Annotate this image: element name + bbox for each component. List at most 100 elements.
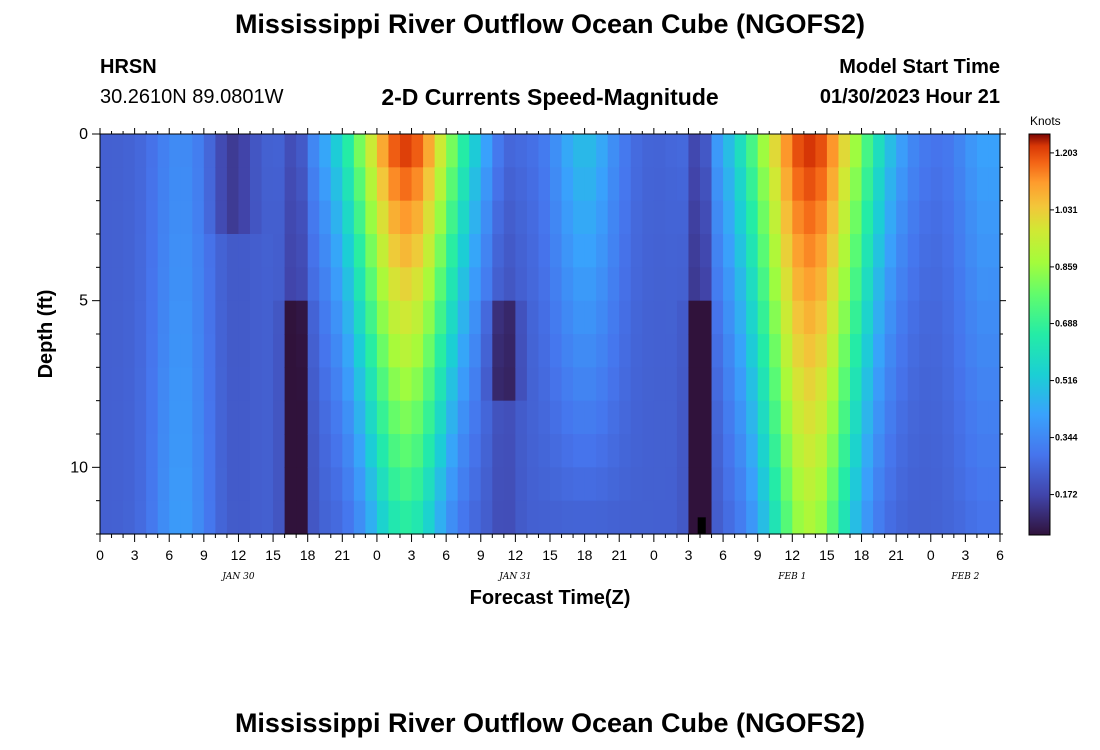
heatmap-cell [697,517,706,534]
heatmap-cell [203,234,216,268]
heatmap-cell [342,134,355,168]
heatmap-cell [238,300,251,335]
heatmap-cell [203,367,216,402]
heatmap-cell [469,400,482,435]
heatmap-cell [919,300,932,335]
heatmap-cell [780,300,793,335]
heatmap-cell [284,500,297,535]
heatmap-cell [907,400,920,435]
heatmap-cell [123,367,136,402]
heatmap-cell [457,400,470,435]
heatmap-cell [550,467,563,502]
heatmap-cell [688,134,701,168]
heatmap-cell [630,234,643,268]
heatmap-cell [734,134,747,168]
heatmap-cell [746,467,759,502]
heatmap-cell [861,234,874,268]
heatmap-cell [700,234,713,268]
heatmap-cell [873,167,886,202]
heatmap-cell [538,200,551,235]
heatmap-cell [446,300,459,335]
heatmap-cell [550,400,563,435]
heatmap-cell [134,367,147,402]
heatmap-cell [226,300,240,335]
heatmap-cell [100,500,113,535]
heatmap-cell [988,400,1001,435]
heatmap-cell [803,434,816,468]
heatmap-cell [538,167,551,202]
heatmap-cell [157,400,170,435]
heatmap-cell [769,300,782,335]
heatmap-cell [388,267,401,302]
heatmap-cell [607,367,620,402]
heatmap-cell [480,434,493,468]
heatmap-cell [250,334,263,368]
heatmap-cell [376,300,390,335]
heatmap-cell [376,334,390,368]
heatmap-cell [930,234,943,268]
heatmap-cell [988,134,1001,168]
heatmap-cell [700,434,713,468]
heatmap-cell [711,200,724,235]
heatmap-cell [780,400,793,435]
heatmap-cell [607,467,620,502]
heatmap-cell [850,467,863,502]
heatmap-cell [273,134,286,168]
heatmap-cell [296,500,309,535]
heatmap-cell [630,434,643,468]
heatmap-cell [400,367,413,402]
heatmap-cell [803,334,816,368]
heatmap-cell [538,500,551,535]
heatmap-cell [746,500,759,535]
heatmap-cell [919,234,932,268]
heatmap-cell [100,200,113,235]
heatmap-cell [388,400,401,435]
heatmap-cell [965,167,978,202]
heatmap-cell [619,167,632,202]
heatmap-cell [192,500,205,535]
heatmap-cell [780,200,793,235]
heatmap-cell [607,134,620,168]
heatmap-cell [226,367,240,402]
heatmap-cell [561,500,574,535]
heatmap-cell [896,400,909,435]
heatmap-cell [250,500,263,535]
heatmap-cell [134,434,147,468]
heatmap-cell [215,134,228,168]
heatmap-cell [238,434,251,468]
heatmap-cell [596,234,609,268]
heatmap-cell [469,367,482,402]
y-tick-label: 10 [70,459,88,476]
heatmap-cell [273,467,286,502]
heatmap-cell [215,334,228,368]
heatmap-cell [238,334,251,368]
colorbar-tick-label: 0.344 [1055,433,1078,443]
heatmap-cell [711,234,724,268]
heatmap-cell [215,300,228,335]
heatmap-cell [515,467,528,502]
heatmap-cell [192,367,205,402]
heatmap-cell [757,467,770,502]
heatmap-cell [826,467,840,502]
heatmap-cell [469,334,482,368]
heatmap-cell [365,400,378,435]
heatmap-cell [503,300,516,335]
heatmap-cell [607,267,620,302]
heatmap-cell [469,300,482,335]
heatmap-cell [826,267,840,302]
heatmap-cell [169,400,182,435]
heatmap-cell [734,234,747,268]
heatmap-cell [896,334,909,368]
heatmap-cell [423,234,436,268]
heatmap-cell [365,467,378,502]
heatmap-cell [400,167,413,202]
heatmap-cell [965,334,978,368]
heatmap-cell [319,467,332,502]
heatmap-cell [480,500,493,535]
y-axis: 0 5 10 [70,126,1006,535]
x-tick-label: 12 [508,547,524,563]
heatmap-cell [596,500,609,535]
heatmap-cell [365,434,378,468]
heatmap-cell [330,200,343,235]
heatmap-cell [884,400,897,435]
